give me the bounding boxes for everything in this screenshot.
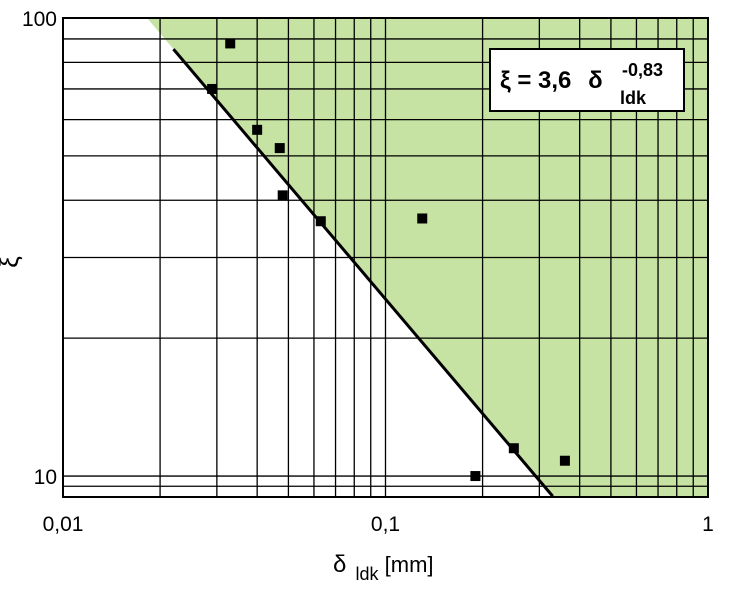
equation-lhs: ξ = 3,6: [500, 67, 571, 94]
x-axis-label: δ ldk [mm]: [333, 551, 434, 585]
y-axis-label: ξ: [0, 256, 24, 268]
data-point: [470, 471, 481, 482]
x-axis-label-unit: [mm]: [385, 552, 434, 577]
x-tick-label: 0,01: [43, 513, 84, 536]
y-tick-label: 10: [34, 466, 57, 489]
equation-exponent: -0,83: [622, 60, 663, 80]
equation-box: ξ = 3,6 δ -0,83 ldk: [489, 48, 685, 112]
equation-symbol: δ: [588, 67, 603, 94]
data-point: [508, 443, 519, 454]
plot-frame: [62, 17, 709, 498]
equation-subscript: ldk: [620, 88, 647, 108]
data-point: [277, 190, 288, 201]
svg-text:ξ = 3,6 δ: ξ = 3,6 δ: [500, 67, 603, 94]
data-point: [274, 143, 285, 154]
x-axis-label-symbol: δ: [333, 551, 346, 578]
x-axis-label-subscript: ldk: [355, 564, 379, 584]
x-tick-label: 1: [702, 513, 714, 536]
data-points: [207, 38, 570, 482]
data-point: [417, 213, 428, 224]
y-tick-labels: 100 10: [22, 8, 57, 489]
data-point: [225, 38, 236, 49]
data-point: [207, 83, 218, 94]
y-tick-label: 100: [22, 8, 57, 31]
x-tick-labels: 0,01 0,1 1: [43, 513, 714, 536]
data-point: [315, 216, 326, 227]
x-tick-label: 0,1: [371, 513, 400, 536]
fit-line: [172, 48, 554, 498]
data-point: [252, 124, 263, 135]
data-point: [559, 455, 570, 466]
